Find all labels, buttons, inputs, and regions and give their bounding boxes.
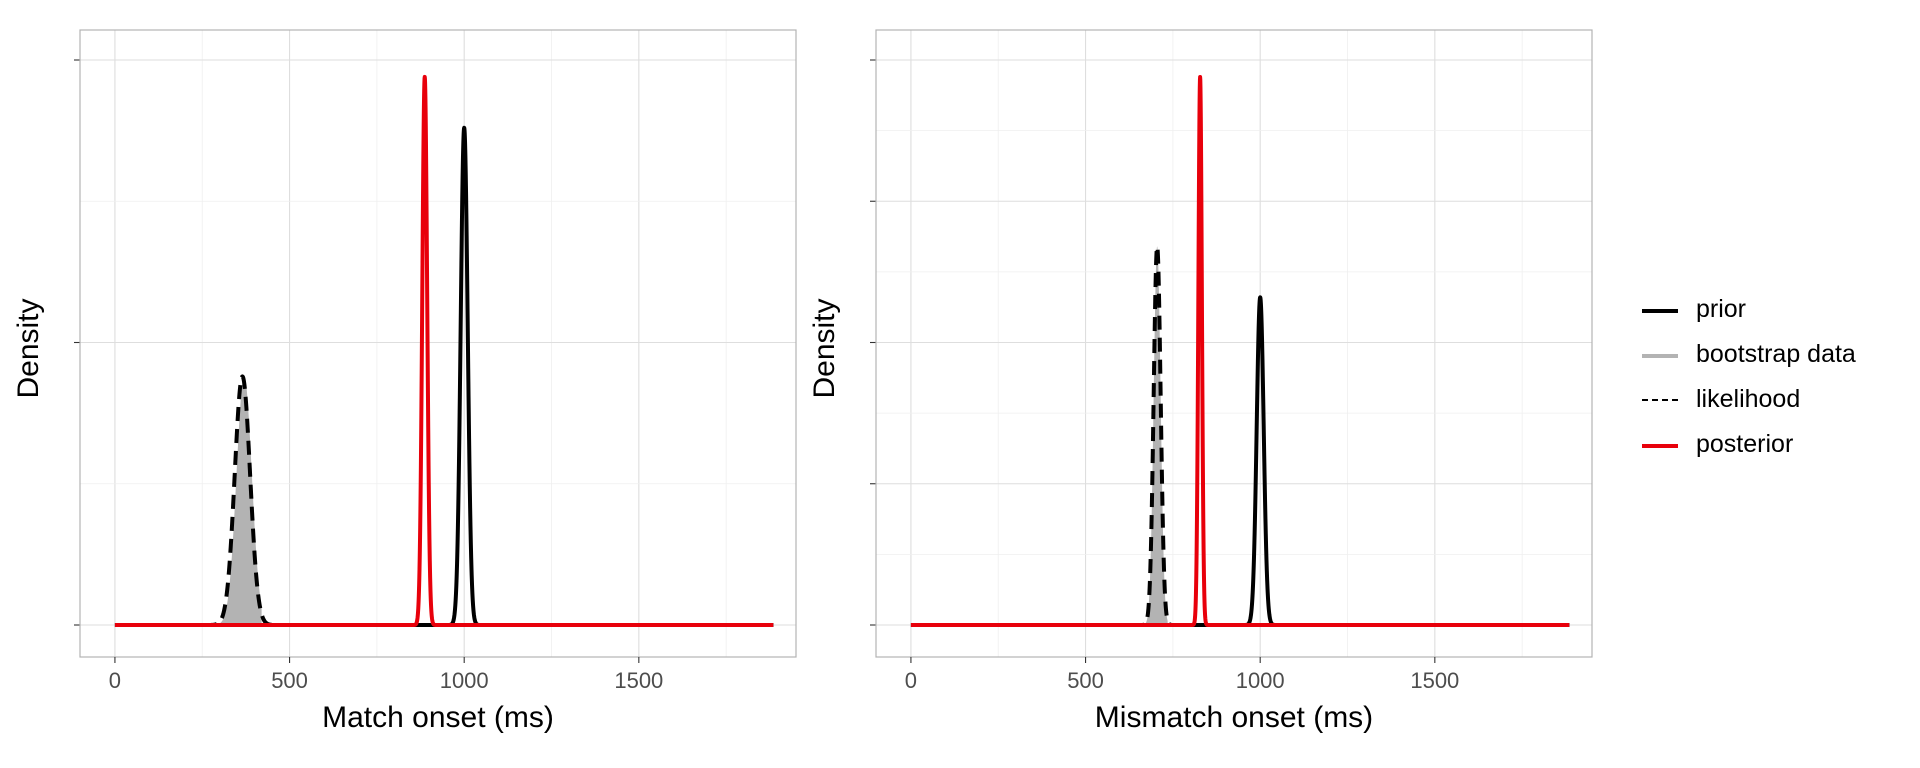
- y-axis-title: Density: [808, 298, 841, 398]
- x-tick-label: 500: [1067, 668, 1104, 693]
- legend-key-posterior: [1640, 435, 1680, 455]
- x-tick-label: 1000: [440, 668, 489, 693]
- legend: prior bootstrap data likelihood posterio…: [1640, 287, 1910, 467]
- legend-key-prior: [1640, 300, 1680, 320]
- curves: [909, 74, 1572, 627]
- x-axis-title: Mismatch onset (ms): [1095, 701, 1373, 734]
- x-tick-label: 1500: [614, 668, 663, 693]
- legend-label-posterior: posterior: [1696, 430, 1794, 458]
- legend-item-bootstrap-data: bootstrap data: [1640, 332, 1910, 377]
- legend-item-prior: prior: [1640, 287, 1910, 332]
- x-tick-label: 0: [109, 668, 121, 693]
- panel-border: [875, 29, 1593, 658]
- series-posterior-line: [909, 74, 1572, 627]
- legend-label-likelihood: likelihood: [1696, 385, 1801, 413]
- plot-area: [80, 30, 796, 657]
- x-tick-label: 1000: [1236, 668, 1285, 693]
- x-tick-label: 1500: [1410, 668, 1459, 693]
- plot-area: [876, 30, 1592, 657]
- legend-label-prior: prior: [1696, 295, 1747, 323]
- curves: [113, 74, 776, 627]
- legend-label-bootstrap-data: bootstrap data: [1696, 340, 1856, 368]
- x-tick-label: 500: [271, 668, 308, 693]
- chart-panel-2: 0 500 1000 1500 Mismatch onset (ms) Density: [808, 29, 1593, 734]
- legend-item-likelihood: likelihood: [1640, 377, 1910, 422]
- x-axis-title: Match onset (ms): [322, 701, 554, 734]
- panel-border: [79, 29, 797, 658]
- series-bootstrap-data-area: [1144, 246, 1168, 625]
- x-tick-label: 0: [905, 668, 917, 693]
- legend-key-bootstrap-data: [1640, 345, 1680, 365]
- legend-key-likelihood: [1640, 390, 1680, 410]
- chart-panel-1: 0 500 1000 1500 Match onset (ms) Density: [12, 29, 797, 734]
- series-posterior-line: [113, 74, 776, 627]
- y-axis-title: Density: [12, 298, 45, 398]
- legend-item-posterior: posterior: [1640, 422, 1910, 467]
- series-bootstrap-data-area: [219, 376, 262, 625]
